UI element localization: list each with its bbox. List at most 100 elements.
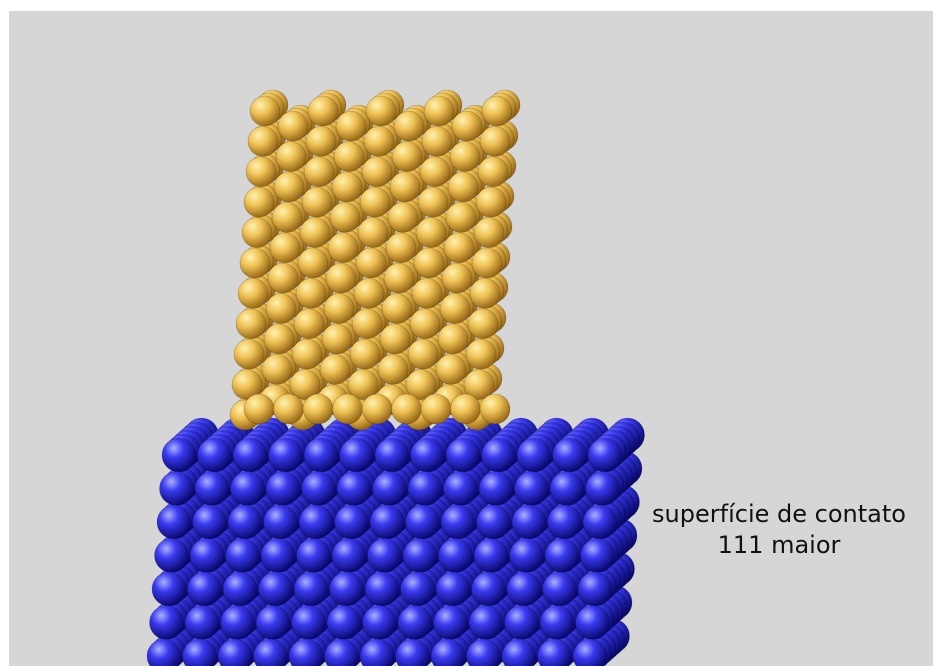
blue-atom (329, 571, 364, 607)
gold-atom (289, 369, 321, 400)
blue-atom (552, 437, 587, 473)
blue-atom (253, 638, 288, 666)
gold-atom (365, 95, 397, 127)
blue-atom (189, 538, 225, 573)
gold-atom (295, 278, 327, 309)
gold-atom (359, 186, 391, 218)
blue-atom (433, 605, 468, 640)
blue-atom (547, 504, 582, 540)
gold-atom (481, 95, 513, 127)
gold-atom (303, 156, 335, 188)
blue-atom (331, 538, 367, 573)
gold-atom (443, 232, 475, 264)
gold-atom (445, 202, 477, 233)
gold-atom (353, 278, 385, 309)
gold-atom (231, 369, 263, 400)
blue-atom (539, 605, 575, 640)
blue-atom (359, 638, 395, 666)
gold-atom (269, 232, 301, 264)
gold-atom (479, 393, 511, 425)
atom-scene (146, 89, 645, 666)
blue-atom (549, 471, 585, 506)
blue-atom (537, 638, 572, 666)
blue-atom (326, 605, 362, 640)
blue-atom (159, 471, 194, 506)
molecular-viewer-canvas[interactable]: superfície de contato 111 maior (9, 11, 933, 666)
blue-atom (402, 538, 438, 573)
gold-atom (475, 186, 507, 218)
blue-atom (400, 571, 435, 607)
blue-atom (151, 571, 187, 607)
gold-atom (249, 95, 281, 127)
blue-atom (466, 638, 501, 666)
gold-atom (305, 126, 337, 157)
gold-atom (407, 338, 439, 370)
blue-atom (217, 638, 253, 666)
blue-atom (187, 571, 222, 607)
blue-atom (544, 538, 580, 573)
blue-atom (438, 538, 473, 573)
blue-atom (156, 504, 192, 540)
blue-atom (301, 471, 336, 506)
gold-atom (307, 95, 339, 127)
gold-atom (361, 393, 393, 425)
gold-atom (261, 354, 293, 385)
caption-line-1: superfície de contato (652, 500, 906, 528)
blue-atom (339, 437, 374, 473)
blue-atom (334, 504, 369, 540)
gold-atom (233, 338, 265, 370)
blue-atom (511, 504, 547, 540)
gold-atom (471, 247, 503, 279)
blue-atom (516, 437, 552, 473)
gold-atom (469, 278, 501, 309)
blue-atom (587, 437, 623, 473)
gold-atom (291, 338, 323, 370)
gold-atom (411, 278, 443, 309)
gold-atom (243, 393, 275, 425)
blue-atom (410, 437, 445, 473)
blue-atom (471, 571, 506, 607)
gold-atom (273, 171, 305, 203)
upper-crystal (229, 89, 521, 431)
gold-atom (463, 369, 495, 400)
gold-atom (321, 323, 353, 355)
gold-atom (329, 202, 361, 233)
blue-atom (445, 437, 481, 473)
blue-atom (468, 605, 504, 640)
blue-atom (397, 605, 433, 640)
gold-atom (325, 262, 357, 294)
blue-atom (585, 471, 620, 506)
blue-atom (258, 571, 293, 607)
blue-atom (369, 504, 405, 540)
blue-atom (582, 504, 618, 540)
gold-atom (349, 338, 381, 370)
gold-atom (450, 393, 481, 425)
blue-atom (293, 571, 329, 607)
blue-atom (367, 538, 402, 573)
blue-atom (268, 437, 303, 473)
gold-atom (383, 262, 415, 294)
blue-atom (542, 571, 577, 607)
gold-atom (299, 217, 331, 248)
blue-atom (265, 471, 301, 506)
gold-atom (297, 247, 329, 279)
blue-atom (184, 605, 220, 640)
blue-atom (192, 504, 227, 540)
gold-atom (237, 278, 269, 309)
blue-atom (481, 437, 516, 473)
gold-atom (235, 308, 267, 340)
gold-atom (267, 262, 299, 294)
gold-atom (417, 186, 449, 218)
blue-atom (220, 605, 255, 640)
gold-atom (439, 293, 471, 324)
blue-atom (230, 471, 265, 506)
gold-atom (477, 156, 509, 188)
gold-atom (389, 171, 421, 203)
gold-atom (301, 186, 333, 218)
gold-atom (335, 110, 367, 142)
gold-atom (447, 171, 479, 203)
gold-atom (377, 354, 409, 385)
contact-surface-caption: superfície de contato 111 maior (629, 499, 929, 561)
blue-atom (149, 605, 184, 640)
gold-atom (273, 393, 304, 425)
